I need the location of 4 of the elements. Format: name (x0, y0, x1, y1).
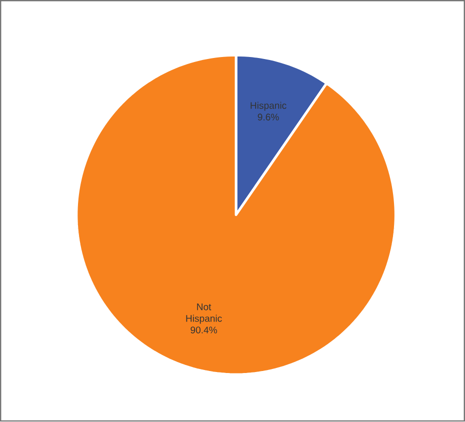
data-label: 9.6% (258, 114, 279, 121)
data-label: 90.4% (190, 326, 218, 334)
slice-label: Not Hispanic (186, 304, 222, 324)
slice-label: Hispanic (250, 102, 286, 111)
